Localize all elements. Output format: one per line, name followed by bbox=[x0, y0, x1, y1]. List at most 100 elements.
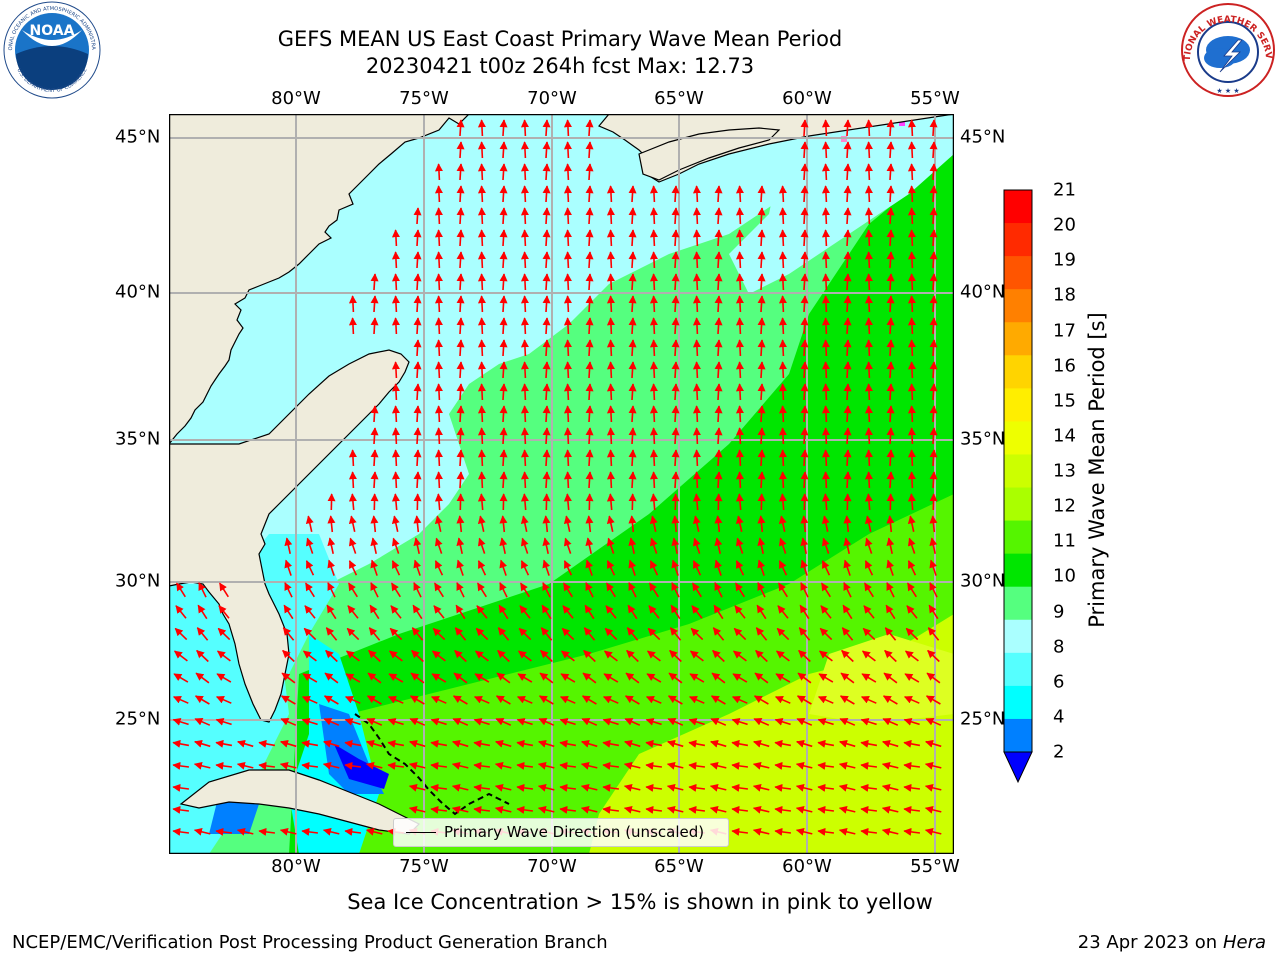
wave-arrow bbox=[886, 163, 895, 181]
wave-arrow bbox=[606, 251, 615, 269]
wave-arrow bbox=[540, 627, 553, 641]
wave-arrow bbox=[194, 718, 211, 726]
wave-arrow bbox=[714, 427, 723, 445]
wave-arrow bbox=[434, 493, 443, 511]
wave-arrow bbox=[456, 295, 465, 313]
wave-arrow bbox=[883, 672, 898, 684]
wave-arrow bbox=[925, 695, 941, 705]
wave-arrow bbox=[282, 649, 295, 663]
wave-arrow bbox=[431, 673, 447, 683]
wave-arrow bbox=[821, 317, 830, 335]
wave-arrow bbox=[585, 163, 594, 181]
wave-arrow bbox=[925, 739, 942, 748]
wave-arrow bbox=[714, 449, 723, 467]
wave-arrow bbox=[903, 717, 920, 726]
wave-arrow bbox=[431, 650, 446, 662]
wave-arrow bbox=[606, 361, 615, 379]
wave-arrow bbox=[434, 339, 443, 357]
wave-arrow bbox=[280, 695, 296, 705]
wave-arrow bbox=[649, 405, 658, 423]
wave-arrow bbox=[669, 649, 682, 663]
wave-arrow bbox=[907, 185, 916, 203]
wave-arrow bbox=[838, 827, 856, 836]
wave-arrow bbox=[903, 696, 920, 704]
wave-arrow bbox=[886, 251, 895, 269]
wave-arrow bbox=[499, 119, 508, 137]
wave-arrow bbox=[907, 537, 916, 554]
lon-label-top: 60°W bbox=[782, 88, 832, 109]
wave-arrow bbox=[236, 827, 254, 836]
wave-arrow bbox=[843, 273, 852, 291]
wave-arrow bbox=[408, 805, 426, 814]
wave-arrow bbox=[628, 405, 637, 423]
wave-arrow bbox=[821, 163, 830, 181]
wave-arrow bbox=[628, 207, 637, 225]
wave-arrow bbox=[903, 827, 921, 836]
wave-arrow bbox=[494, 783, 512, 792]
wave-arrow bbox=[757, 339, 766, 357]
wave-arrow bbox=[795, 827, 813, 836]
wave-arrow bbox=[838, 783, 856, 792]
wave-arrow bbox=[843, 119, 852, 137]
wave-arrow bbox=[563, 229, 572, 247]
wave-arrow bbox=[671, 295, 680, 313]
wave-arrow bbox=[477, 405, 486, 423]
wave-arrow bbox=[886, 119, 895, 137]
wave-arrow bbox=[907, 163, 916, 181]
wave-arrow bbox=[348, 493, 357, 511]
wave-arrow bbox=[388, 673, 404, 683]
lat-label-left: 45°N bbox=[115, 126, 161, 148]
wave-arrow bbox=[821, 251, 830, 269]
wave-arrow bbox=[197, 604, 208, 620]
wave-arrow bbox=[477, 515, 486, 532]
wave-arrow bbox=[172, 739, 190, 748]
wave-arrow bbox=[864, 537, 873, 554]
wave-arrow bbox=[628, 339, 637, 357]
wave-arrow bbox=[774, 805, 792, 814]
wave-arrow bbox=[798, 627, 811, 641]
wave-arrow bbox=[903, 783, 921, 792]
wave-arrow bbox=[800, 582, 809, 598]
wave-arrow bbox=[929, 559, 938, 576]
wave-arrow bbox=[843, 582, 852, 598]
wave-arrow bbox=[929, 427, 938, 445]
wave-arrow bbox=[734, 605, 746, 619]
legend-text: Primary Wave Direction (unscaled) bbox=[444, 823, 705, 841]
wave-arrow bbox=[391, 537, 400, 554]
wave-arrow bbox=[907, 515, 916, 532]
wave-arrow bbox=[367, 672, 382, 684]
wave-arrow bbox=[477, 537, 486, 554]
wave-arrow bbox=[628, 273, 637, 291]
wave-arrow bbox=[752, 827, 770, 836]
wave-arrow bbox=[520, 339, 529, 357]
wave-arrow bbox=[520, 582, 530, 598]
colorbar-segment bbox=[1004, 520, 1032, 555]
wave-arrow bbox=[752, 805, 770, 814]
wave-arrow bbox=[800, 383, 809, 401]
wave-arrow bbox=[434, 207, 443, 225]
wave-arrow bbox=[735, 537, 744, 554]
wave-arrow bbox=[626, 649, 639, 663]
wave-arrow bbox=[757, 229, 766, 247]
wave-arrow bbox=[495, 718, 512, 726]
wave-arrow bbox=[843, 449, 852, 467]
wave-arrow bbox=[882, 695, 898, 705]
wave-arrow bbox=[413, 515, 422, 533]
wave-arrow bbox=[520, 251, 529, 269]
wave-arrow bbox=[413, 339, 422, 357]
wave-arrow bbox=[778, 515, 787, 532]
wave-arrow bbox=[518, 627, 532, 641]
colorbar-tick-label: 12 bbox=[1053, 495, 1076, 517]
wave-arrow bbox=[215, 827, 233, 836]
wave-arrow bbox=[582, 672, 597, 684]
wave-arrow bbox=[841, 649, 854, 663]
wave-arrow bbox=[924, 783, 942, 792]
wave-arrow bbox=[434, 560, 444, 576]
colorbar-segment bbox=[1004, 652, 1032, 687]
wave-arrow bbox=[216, 673, 232, 683]
svg-text:★ ★ ★: ★ ★ ★ bbox=[1216, 87, 1239, 95]
colorbar-segment bbox=[1004, 718, 1032, 753]
colorbar-tick-label: 13 bbox=[1053, 460, 1076, 482]
wave-arrow bbox=[563, 493, 572, 511]
wave-arrow bbox=[796, 695, 812, 705]
